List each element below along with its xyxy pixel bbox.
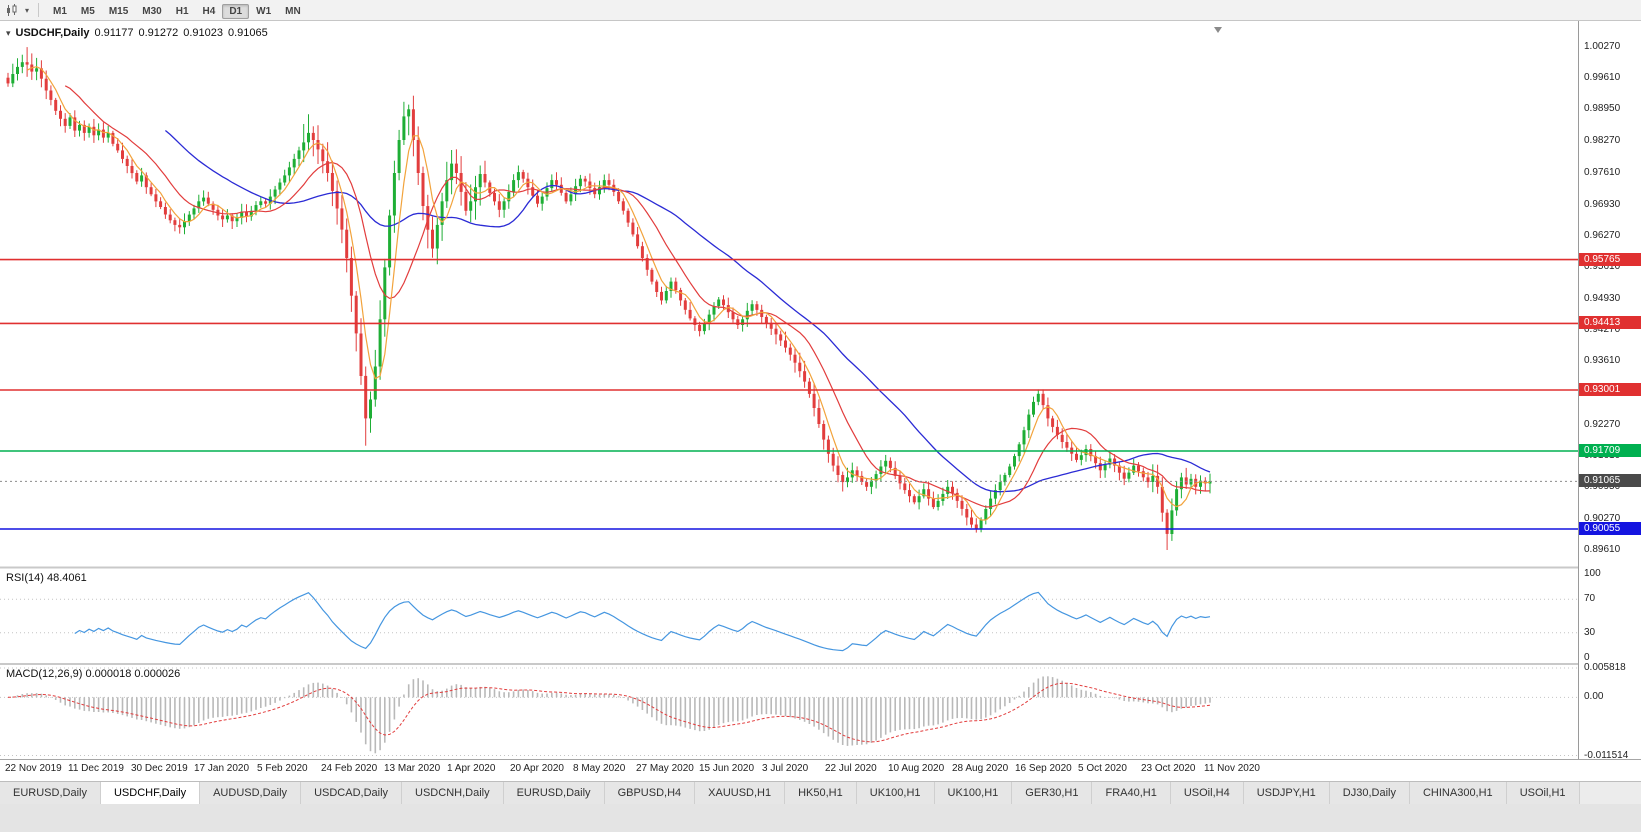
chart-tab-fra40-h1[interactable]: FRA40,H1 <box>1092 782 1171 804</box>
chart-tab-eurusd-daily[interactable]: EURUSD,Daily <box>503 782 605 804</box>
chart-tab-usoil-h4[interactable]: USOil,H4 <box>1170 782 1244 804</box>
chart-tab-uk100-h1[interactable]: UK100,H1 <box>934 782 1013 804</box>
price-scale[interactable] <box>1578 21 1641 759</box>
time-scale[interactable] <box>0 759 1641 781</box>
chart-collapse-icon[interactable]: ▾ <box>6 27 11 38</box>
timeframe-button-h1[interactable]: H1 <box>175 6 189 17</box>
chart-close-value: 0.91065 <box>227 27 268 39</box>
chart-tab-xauusd-h1[interactable]: XAUUSD,H1 <box>695 782 786 804</box>
timeframe-button-w1[interactable]: W1 <box>256 6 272 17</box>
chart-tab-ger30-h1[interactable]: GER30,H1 <box>1012 782 1093 804</box>
macd-header-label: MACD(12,26,9) 0.000018 0.000026 <box>6 668 181 680</box>
chart-tab-uk100-h1[interactable]: UK100,H1 <box>856 782 935 804</box>
timeframe-button-m5[interactable]: M5 <box>80 6 95 17</box>
chart-tab-gbpusd-h4[interactable]: GBPUSD,H4 <box>604 782 696 804</box>
chart-symbol-label: USDCHF,Daily <box>15 27 90 39</box>
macd-header: MACD(12,26,9) 0.000018 0.000026 <box>6 668 185 680</box>
chart-low-value: 0.91023 <box>183 27 223 39</box>
timeframe-button-m30[interactable]: M30 <box>142 6 162 17</box>
timeframe-button-mn[interactable]: MN <box>285 6 301 17</box>
toolbar-separator <box>38 3 40 17</box>
timeframe-button-m15[interactable]: M15 <box>108 6 129 17</box>
chart-high-value: 0.91272 <box>138 27 179 39</box>
chart-tab-usoil-h1[interactable]: USOil,H1 <box>1506 782 1580 804</box>
top-toolbar: ▾ M1 M5 M15 M30 H1 H4 D1 W1 MN <box>0 0 1641 21</box>
timeframe-button-m1[interactable]: M1 <box>53 6 67 17</box>
chart-tab-usdchf-daily[interactable]: USDCHF,Daily <box>100 782 201 804</box>
chart-tabs-bar: EURUSD,Daily USDCHF,Daily AUDUSD,Daily USDC… <box>0 781 1641 804</box>
chart-area: ▾ USDCHF,Daily 0.91177 0.91272 0.91023 0… <box>0 21 1641 781</box>
rsi-header: RSI(14) 48.4061 <box>6 572 92 584</box>
timeframe-button-d1[interactable]: D1 <box>222 4 250 19</box>
chart-tab-hk50-h1[interactable]: HK50,H1 <box>785 782 857 804</box>
chart-tab-china300-h1[interactable]: CHINA300,H1 <box>1409 782 1507 804</box>
chart-tab-audusd-daily[interactable]: AUDUSD,Daily <box>200 782 302 804</box>
chart-symbol-header: ▾ USDCHF,Daily 0.91177 0.91272 0.91023 0… <box>6 27 273 39</box>
chart-tab-usdcad-daily[interactable]: USDCAD,Daily <box>301 782 403 804</box>
chart-open-value: 0.91177 <box>94 27 134 39</box>
chart-tab-usdcnh-daily[interactable]: USDCNH,Daily <box>402 782 504 804</box>
chart-tab-usdjpy-h1[interactable]: USDJPY,H1 <box>1243 782 1330 804</box>
timeframe-button-h4[interactable]: H4 <box>202 6 216 17</box>
chart-shift-marker-icon <box>1214 27 1222 33</box>
timeframe-toolbar: M1 M5 M15 M30 H1 H4 D1 W1 MN <box>46 1 308 19</box>
candlestick-chart-icon[interactable] <box>3 3 21 18</box>
chart-type-dropdown-icon[interactable]: ▾ <box>25 5 30 15</box>
rsi-header-label: RSI(14) 48.4061 <box>6 572 87 584</box>
chart-canvas[interactable] <box>0 21 1641 759</box>
chart-tab-dj30-daily[interactable]: DJ30,Daily <box>1329 782 1410 804</box>
chart-tab-eurusd-daily[interactable]: EURUSD,Daily <box>0 782 101 804</box>
